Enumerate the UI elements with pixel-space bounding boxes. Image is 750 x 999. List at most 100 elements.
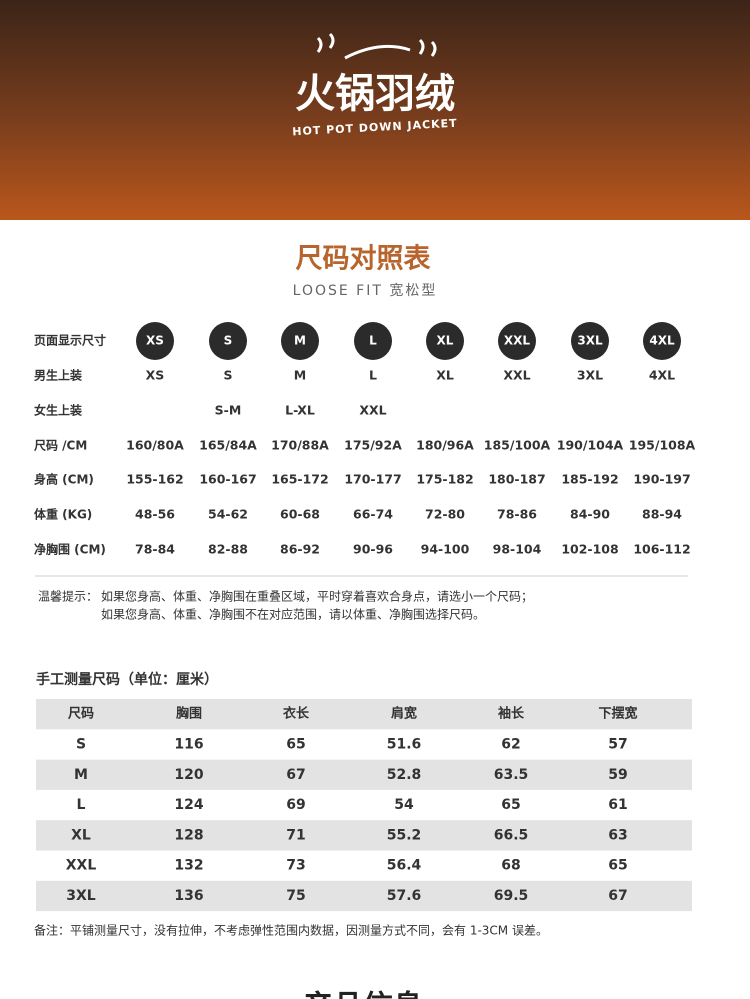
cell: XXL: [503, 368, 530, 383]
header-cell: 肩宽: [391, 706, 417, 722]
tip-line: 如果您身高、体重、净胸围在重叠区域，平时穿着喜欢合身点，请选小一个尺码；: [101, 589, 533, 604]
cell: 69: [286, 797, 305, 813]
cell: 155-162: [126, 472, 183, 487]
tip-label: 温馨提示：: [38, 589, 98, 604]
cell: M: [74, 767, 88, 783]
cell: 160/80A: [126, 438, 184, 453]
striped-row: [36, 880, 692, 912]
cell: 67: [286, 767, 305, 783]
cell: 3XL: [66, 888, 96, 904]
cell: 61: [608, 797, 627, 813]
cell: 54-62: [208, 507, 248, 522]
cell: 66.5: [494, 827, 529, 843]
cell: 78-84: [135, 542, 175, 557]
cell: 73: [286, 858, 305, 874]
size-badge-label: 4XL: [649, 334, 675, 348]
size-badge: [209, 322, 247, 360]
tip-line: 如果您身高、体重、净胸围不在对应范围，请以体重、净胸围选择尺码。: [101, 607, 485, 622]
cell: 67: [608, 888, 627, 904]
cell: 124: [174, 797, 203, 813]
row-label: 体重 (KG): [34, 507, 92, 522]
measure-title: 手工测量尺码（单位：厘米）: [36, 671, 218, 688]
size-badge-label: XXL: [504, 334, 531, 348]
cell: 116: [174, 736, 203, 752]
cell: 90-96: [353, 542, 393, 557]
cell: 82-88: [208, 542, 248, 557]
cell: 86-92: [280, 542, 320, 557]
row-label: 身高 (CM): [34, 472, 94, 487]
cell: M: [294, 368, 306, 383]
cell: 180-187: [488, 472, 545, 487]
row-label: 页面显示尺寸: [34, 333, 106, 348]
cell: 185-192: [561, 472, 618, 487]
cell: 66-74: [353, 507, 393, 522]
cell: 78-86: [497, 507, 537, 522]
cell: 63: [608, 827, 627, 843]
cell: 65: [501, 797, 520, 813]
heading-title: 尺码对照表: [296, 244, 431, 275]
cell: 175-182: [416, 472, 473, 487]
cell: L-XL: [285, 403, 315, 418]
size-badge-label: XL: [437, 334, 454, 348]
cell: S-M: [215, 403, 242, 418]
striped-row: [36, 759, 692, 790]
size-badge: [281, 322, 319, 360]
row-label: 男生上装: [34, 368, 82, 383]
cell: 68: [501, 858, 520, 874]
row-label: 女生上装: [34, 403, 82, 418]
cell: XS: [146, 368, 165, 383]
cell: 3XL: [577, 368, 603, 383]
cell: 59: [608, 767, 627, 783]
header-cell: 尺码: [68, 707, 94, 722]
cell: 72-80: [425, 507, 465, 522]
size-badge-label: S: [224, 334, 233, 348]
heading-subtitle: LOOSE FIT 宽松型: [293, 282, 438, 299]
cell: 165-172: [271, 472, 328, 487]
cell: 60-68: [280, 507, 320, 522]
size-badge: [354, 322, 392, 360]
cell: 170/88A: [271, 438, 329, 453]
cell: 75: [286, 888, 305, 904]
cell: XXL: [66, 858, 97, 874]
cell: 56.4: [387, 858, 422, 874]
size-badge-label: XS: [146, 334, 164, 348]
cell: 88-94: [642, 507, 682, 522]
note: 备注：平铺测量尺寸，没有拉伸，不考虑弹性范围内数据，因测量方式不同，会有 1-3…: [34, 923, 548, 938]
cell: 48-56: [135, 507, 175, 522]
cell: 165/84A: [199, 438, 257, 453]
size-badge-label: L: [369, 334, 377, 348]
cell: 65: [608, 858, 627, 874]
cell: 180/96A: [416, 438, 474, 453]
cell: 62: [501, 736, 520, 752]
size-badge: [426, 322, 464, 360]
cell: XXL: [359, 403, 386, 418]
cell: S: [223, 368, 232, 383]
cell: 84-90: [570, 507, 610, 522]
cell: 55.2: [387, 827, 422, 843]
striped-row: [36, 820, 692, 851]
size-badge-label: M: [294, 334, 306, 348]
cell: 195/108A: [629, 438, 696, 453]
size-badge-label: 3XL: [577, 334, 603, 348]
cell: 170-177: [344, 472, 401, 487]
cell: 102-108: [561, 542, 618, 557]
cell: 160-167: [199, 472, 256, 487]
banner: [0, 0, 750, 220]
cell: 120: [174, 767, 203, 783]
cell: 185/100A: [484, 438, 551, 453]
cell: 128: [174, 827, 203, 843]
row-label: 净胸围 (CM): [34, 542, 106, 557]
cell: 94-100: [421, 542, 470, 557]
next-section-title: 产品信息: [303, 990, 423, 999]
cell: 63.5: [494, 767, 529, 783]
cell: S: [76, 736, 86, 752]
cell: 106-112: [633, 542, 690, 557]
cell: 57.6: [387, 888, 422, 904]
measure-table: 尺码 胸围 衣长 肩宽 袖长 下摆宽 S 116 65 51.6 62 57 M 120 67 52.8 63.…: [36, 699, 692, 912]
logo-decoration: [316, 32, 437, 60]
cell: 98-104: [493, 542, 542, 557]
size-badge: [498, 322, 536, 360]
cell: 52.8: [387, 767, 422, 783]
